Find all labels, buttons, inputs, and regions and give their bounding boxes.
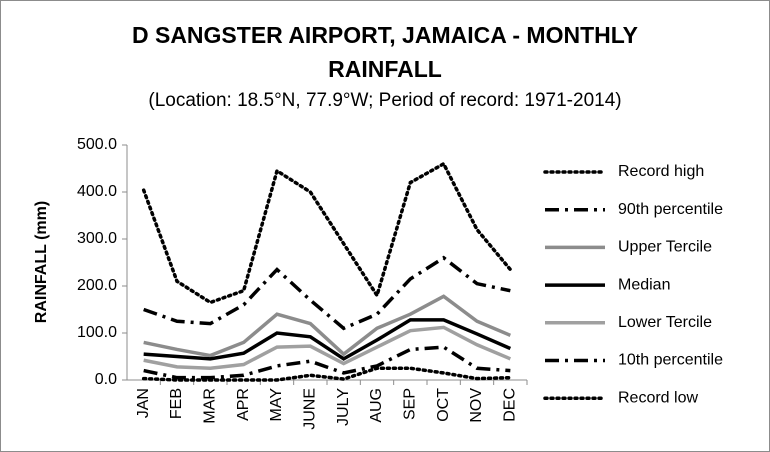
legend-label: Median <box>618 276 670 293</box>
x-tick-label: OCT <box>435 388 452 422</box>
x-tick-label: MAY <box>268 388 285 422</box>
legend-label: Record high <box>618 163 704 180</box>
y-tick-label: 300.0 <box>77 230 117 247</box>
x-tick-label: AUG <box>368 388 385 423</box>
series-line <box>143 294 512 358</box>
x-tick-label: MAR <box>202 388 219 424</box>
y-axis-label: RAINFALL (mm) <box>33 201 50 323</box>
x-tick-label: SEP <box>402 388 419 420</box>
x-tick-label: NOV <box>468 388 485 423</box>
series-line <box>143 318 512 361</box>
y-tick-label: 200.0 <box>77 277 117 294</box>
legend-label: 10th percentile <box>618 352 723 369</box>
x-tick-label: JULY <box>335 388 352 426</box>
chart-title: D SANGSTER AIRPORT, JAMAICA - MONTHLY RA… <box>131 22 639 82</box>
chart-subtitle: (Location: 18.5°N, 77.9°W; Period of rec… <box>148 90 622 111</box>
series-line <box>141 366 513 382</box>
legend-label: 90th percentile <box>618 201 723 218</box>
series-line <box>143 255 511 331</box>
y-tick-label: 400.0 <box>77 183 117 200</box>
x-tick-label: JUNE <box>302 388 319 430</box>
legend-label: Upper Tercile <box>618 239 712 256</box>
y-tick-label: 500.0 <box>77 136 117 153</box>
legend-label: Record low <box>618 389 698 406</box>
legend-label: Lower Tercile <box>618 314 712 331</box>
y-tick-label: 100.0 <box>77 324 117 341</box>
x-tick-label: FEB <box>168 388 185 419</box>
series-line <box>143 345 511 380</box>
x-tick-label: APR <box>235 388 252 421</box>
series-line <box>141 161 513 305</box>
x-tick-label: JAN <box>135 388 152 418</box>
y-tick-label: 0.0 <box>95 371 117 388</box>
x-tick-label: DEC <box>502 388 519 422</box>
series-line <box>143 325 512 371</box>
